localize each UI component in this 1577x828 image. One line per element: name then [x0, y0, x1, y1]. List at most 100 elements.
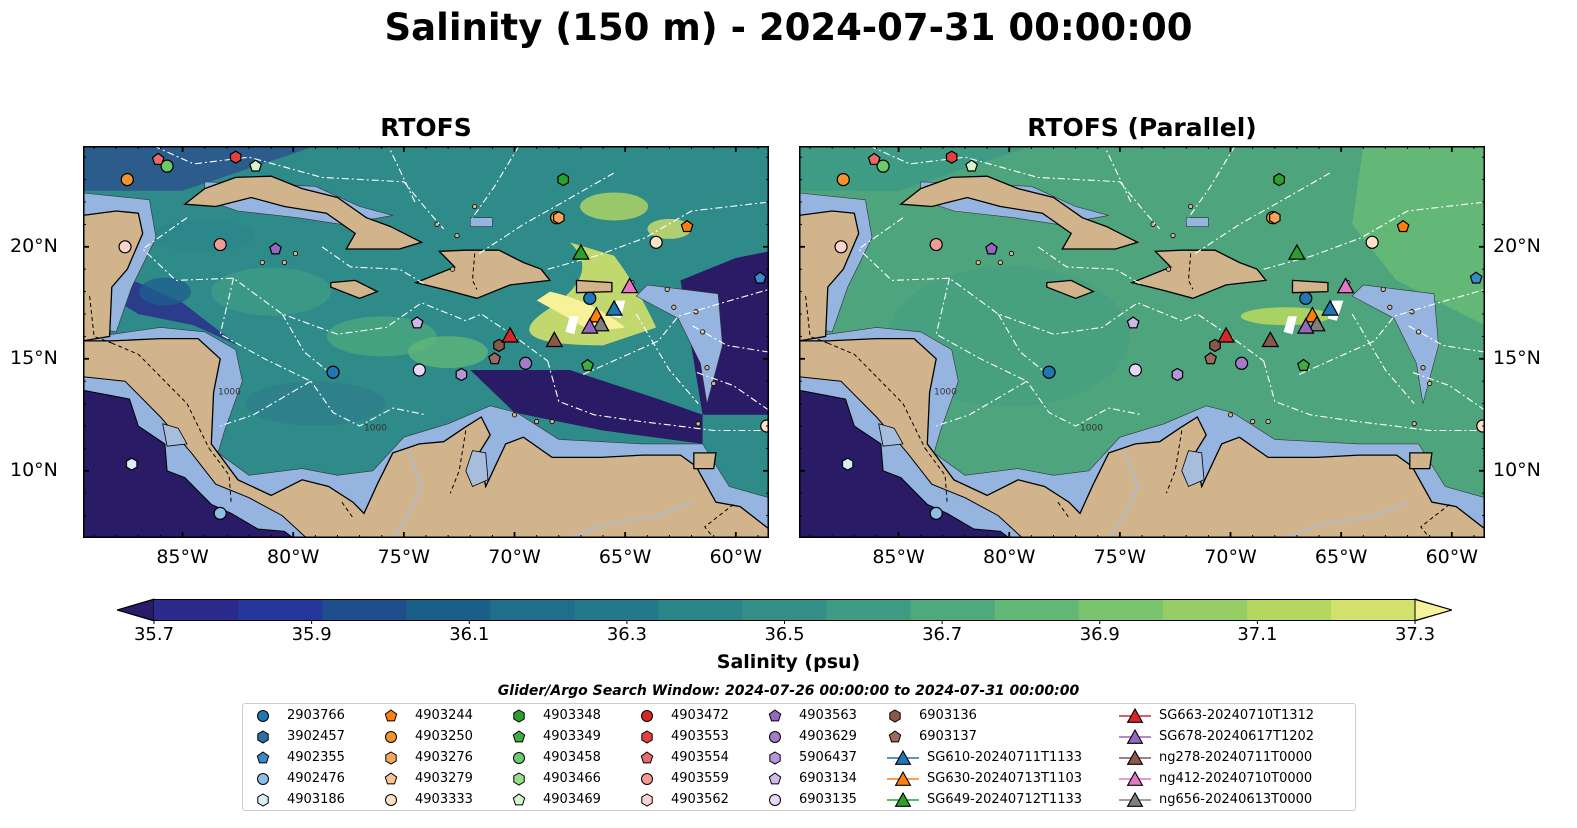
argo-float-marker[interactable] [1126, 316, 1140, 329]
argo-float-marker[interactable] [326, 365, 340, 379]
argo-float-marker[interactable] [680, 219, 694, 233]
argo-float-marker[interactable] [867, 152, 881, 165]
argo-float-marker[interactable] [841, 457, 854, 471]
legend-label: 6903134 [799, 771, 857, 786]
glider-marker[interactable] [571, 243, 590, 260]
small-island [1265, 418, 1271, 425]
argo-float-marker[interactable] [985, 242, 998, 255]
legend-marker-pentagon [384, 709, 398, 722]
glider-marker[interactable] [1321, 299, 1340, 316]
lon-tick-label: 60°W [1425, 546, 1479, 568]
legend-marker-circle [257, 773, 269, 785]
legend-marker-triangle [1119, 770, 1151, 786]
small-island [549, 418, 555, 425]
legend-label: 6903137 [919, 729, 977, 744]
colorbar [117, 598, 1452, 624]
argo-float-marker[interactable] [410, 316, 424, 329]
argo-float-marker[interactable] [929, 237, 943, 252]
argo-float-marker[interactable] [965, 159, 979, 172]
small-island [704, 365, 710, 371]
argo-float-marker[interactable] [120, 172, 134, 187]
argo-float-marker[interactable] [455, 367, 468, 382]
argo-float-marker[interactable] [583, 291, 597, 305]
argo-float-marker[interactable] [557, 172, 569, 187]
salinity-eddy [138, 277, 191, 306]
colorbar-tick-label: 35.9 [291, 624, 332, 645]
argo-float-marker[interactable] [1171, 367, 1184, 382]
argo-float-marker[interactable] [1042, 365, 1056, 379]
legend-marker-circle [641, 773, 653, 785]
search-window-text: Glider/Argo Search Window: 2024-07-26 00… [497, 683, 1080, 699]
legend-marker-triangle [887, 791, 919, 807]
glider-marker[interactable] [1217, 326, 1236, 343]
argo-float-marker[interactable] [929, 506, 943, 520]
argo-float-marker[interactable] [160, 159, 174, 173]
glider-marker[interactable] [605, 299, 624, 316]
glider-marker[interactable] [1296, 317, 1315, 334]
legend-marker-hexagon [257, 730, 269, 744]
small-island [1420, 365, 1426, 371]
argo-float-marker[interactable] [753, 271, 767, 284]
argo-float-marker[interactable] [581, 358, 594, 371]
argo-float-marker[interactable] [649, 235, 663, 249]
map-panel-rtofs[interactable]: 1000 1000 [83, 146, 769, 538]
argo-float-marker[interactable] [118, 240, 132, 254]
small-island [664, 286, 670, 292]
isobath-label: 1000 [934, 388, 957, 398]
argo-float-marker[interactable] [945, 150, 958, 164]
argo-float-marker[interactable] [213, 237, 227, 252]
argo-float-marker[interactable] [553, 211, 565, 225]
land-jamaica [330, 279, 379, 299]
legend-marker-pentagon [768, 709, 782, 722]
argo-float-marker[interactable] [834, 240, 848, 254]
argo-float-marker[interactable] [1297, 358, 1310, 371]
argo-float-marker[interactable] [1273, 172, 1285, 187]
argo-float-marker[interactable] [760, 419, 769, 433]
glider-marker[interactable] [1287, 243, 1306, 260]
small-island [671, 304, 677, 310]
glider-marker[interactable] [1261, 331, 1280, 348]
argo-float-marker[interactable] [213, 506, 227, 520]
glider-marker[interactable] [580, 317, 599, 334]
argo-float-marker[interactable] [876, 159, 890, 173]
legend-label: 4903472 [671, 708, 729, 723]
argo-float-marker[interactable] [229, 150, 242, 164]
argo-float-marker[interactable] [488, 352, 502, 365]
glider-marker[interactable] [1336, 277, 1355, 294]
colorbar-segment [1246, 599, 1332, 621]
argo-float-marker[interactable] [1476, 419, 1485, 433]
eez-boundary [321, 246, 427, 286]
legend-marker-hexagon [641, 730, 653, 744]
glider-marker[interactable] [501, 326, 520, 343]
legend-label: 4903250 [415, 729, 473, 744]
argo-float-marker[interactable] [269, 242, 282, 255]
legend-label: 2903766 [287, 708, 345, 723]
missing-data [1283, 316, 1297, 335]
legend-label: SG630-20240713T1103 [927, 771, 1083, 786]
argo-float-marker[interactable] [151, 152, 165, 165]
colorbar-segment [742, 599, 828, 621]
argo-float-marker[interactable] [1299, 291, 1313, 305]
argo-float-marker[interactable] [1396, 219, 1410, 233]
colorbar-segment [238, 599, 323, 621]
small-island [695, 421, 701, 427]
glider-marker[interactable] [620, 277, 639, 294]
argo-float-marker[interactable] [518, 356, 533, 370]
glider-marker[interactable] [1307, 315, 1326, 332]
argo-float-marker[interactable] [249, 159, 263, 172]
argo-float-marker[interactable] [1234, 356, 1249, 370]
small-island [1380, 286, 1386, 292]
glider-marker[interactable] [545, 331, 564, 348]
map-panel-rtofs-parallel[interactable]: 1000 1000 [799, 146, 1485, 538]
national-border [208, 448, 232, 505]
argo-float-marker[interactable] [836, 172, 850, 187]
argo-float-marker[interactable] [1204, 352, 1218, 365]
glider-marker[interactable] [591, 315, 610, 332]
small-island [1250, 418, 1256, 425]
argo-float-marker[interactable] [1469, 271, 1483, 284]
argo-float-marker[interactable] [1269, 211, 1281, 225]
argo-float-marker[interactable] [125, 457, 138, 471]
argo-float-marker[interactable] [1128, 363, 1142, 377]
argo-float-marker[interactable] [1365, 235, 1379, 249]
argo-float-marker[interactable] [412, 363, 426, 377]
